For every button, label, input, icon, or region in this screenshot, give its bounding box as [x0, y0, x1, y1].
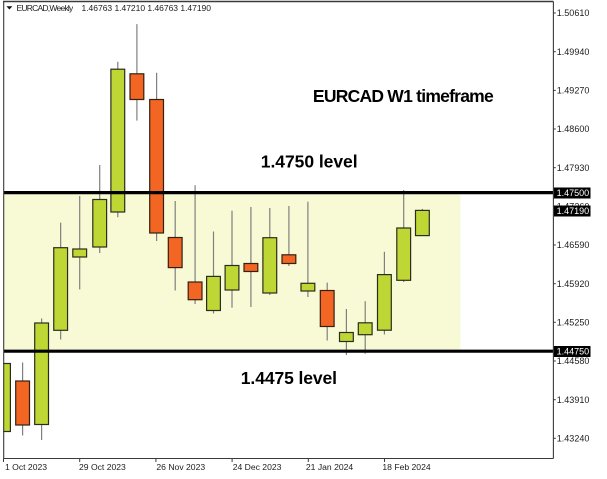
svg-text:1.4750 level: 1.4750 level — [261, 151, 358, 171]
svg-text:18 Feb 2024: 18 Feb 2024 — [382, 462, 430, 472]
svg-text:1.45250: 1.45250 — [557, 318, 590, 328]
svg-text:1.4475 level: 1.4475 level — [241, 368, 337, 388]
svg-text:1.50610: 1.50610 — [557, 8, 590, 18]
svg-text:1.44750: 1.44750 — [557, 347, 590, 357]
svg-text:1.49940: 1.49940 — [557, 47, 590, 57]
svg-text:24 Dec 2023: 24 Dec 2023 — [233, 462, 282, 472]
svg-text:1.48600: 1.48600 — [557, 124, 590, 134]
svg-text:1.45920: 1.45920 — [557, 279, 590, 289]
svg-text:1.43910: 1.43910 — [557, 395, 590, 405]
svg-text:1 Oct 2023: 1 Oct 2023 — [5, 462, 47, 472]
svg-text:1.43240: 1.43240 — [557, 434, 590, 444]
svg-text:1.47190: 1.47190 — [557, 206, 590, 216]
svg-text:1.49270: 1.49270 — [557, 86, 590, 96]
svg-text:26 Nov 2023: 26 Nov 2023 — [156, 462, 205, 472]
svg-text:29 Oct 2023: 29 Oct 2023 — [79, 462, 126, 472]
svg-text:1.46590: 1.46590 — [557, 240, 590, 250]
svg-text:EURCAD,Weekly: EURCAD,Weekly — [17, 3, 75, 13]
svg-text:EURCAD W1 timeframe: EURCAD W1 timeframe — [313, 86, 494, 106]
svg-text:21 Jan 2024: 21 Jan 2024 — [306, 462, 354, 472]
svg-text:1.44580: 1.44580 — [557, 356, 590, 366]
svg-text:1.46763 1.47210 1.46763 1.4719: 1.46763 1.47210 1.46763 1.47190 — [82, 3, 212, 13]
svg-text:1.47930: 1.47930 — [557, 163, 590, 173]
svg-text:1.47500: 1.47500 — [557, 188, 590, 198]
